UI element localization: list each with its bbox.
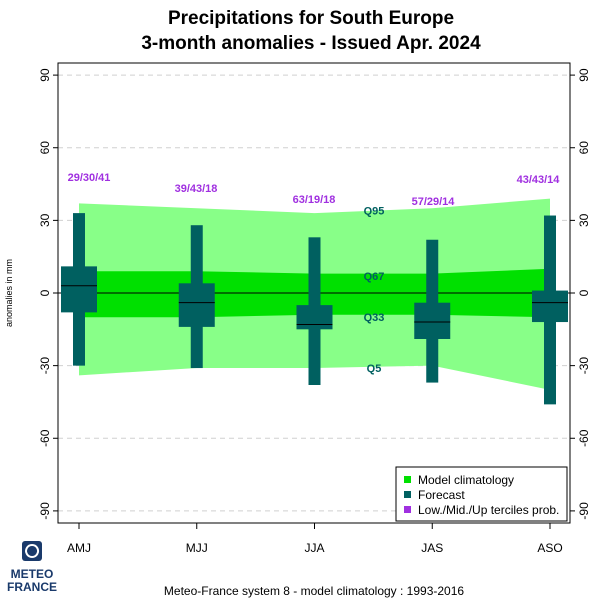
quantile-label-Q5: Q5 xyxy=(367,363,382,375)
x-tick-label-JAS: JAS xyxy=(421,541,443,555)
quantile-label-Q95: Q95 xyxy=(364,206,385,218)
logo-text-meteo: METEO xyxy=(11,567,54,581)
legend-box xyxy=(395,466,568,522)
footer-note: Meteo-France system 8 - model climatolog… xyxy=(164,584,464,598)
y-tick-label-right-30: 30 xyxy=(577,213,591,227)
quantile-label-Q33: Q33 xyxy=(364,312,385,324)
meteo-france-logo: METEO FRANCE xyxy=(7,541,57,594)
logo-text-france: FRANCE xyxy=(7,580,57,594)
y-tick-label-right-60: 60 xyxy=(577,141,591,155)
tercile-label-AMJ: 29/30/41 xyxy=(68,172,111,184)
tercile-label-JAS: 57/29/14 xyxy=(412,196,456,208)
legend-label-climatology: Model climatology xyxy=(418,473,514,487)
chart-title-line-1: Precipitations for South Europe xyxy=(168,8,454,29)
legend-label-terciles: Low./Mid./Up terciles prob. xyxy=(418,503,559,517)
y-tick-label-left-90: 90 xyxy=(38,68,52,82)
legend-swatch-forecast xyxy=(404,491,411,498)
y-tick-label-right-90: 90 xyxy=(577,68,591,82)
y-tick-label-right--60: -60 xyxy=(577,429,591,447)
y-tick-label-left--90: -90 xyxy=(38,502,52,520)
forecast-boxes xyxy=(61,213,568,405)
chart-title-line-2: 3-month anomalies - Issued Apr. 2024 xyxy=(141,33,481,54)
tercile-label-ASO: 43/43/14 xyxy=(517,174,561,186)
x-tick-label-MJJ: MJJ xyxy=(186,541,208,555)
legend-swatch-terciles xyxy=(404,506,411,513)
y-tick-label-left-60: 60 xyxy=(38,141,52,155)
axes: -90 -90 -60 -60 -30 -30 0 0 30 30 60 60 90 90 AMJ MJJ JJ… xyxy=(38,68,591,555)
y-tick-label-left--30: -30 xyxy=(38,357,52,375)
logo-swirl-icon xyxy=(25,544,40,558)
forecast-box-ASO xyxy=(532,290,568,323)
y-tick-label-right--90: -90 xyxy=(577,502,591,520)
y-tick-label-left--60: -60 xyxy=(38,429,52,447)
forecast-box-MJJ xyxy=(178,283,215,327)
y-tick-label-right-0: 0 xyxy=(577,289,591,296)
quantile-label-Q67: Q67 xyxy=(364,271,385,283)
y-tick-label-left-30: 30 xyxy=(38,213,52,227)
annotation-labels: 29/30/41 39/43/18 63/19/18 57/29/14 43/43/14… xyxy=(68,172,561,375)
forecast-box-JJA xyxy=(296,305,333,330)
tercile-label-JJA: 63/19/18 xyxy=(293,194,336,206)
tercile-label-MJJ: 39/43/18 xyxy=(175,183,218,195)
legend-swatch-climatology xyxy=(404,476,411,483)
y-tick-label-left-0: 0 xyxy=(38,289,52,296)
legend-label-forecast: Forecast xyxy=(418,488,465,502)
forecast-box-AMJ xyxy=(61,266,97,313)
x-tick-label-JJA: JJA xyxy=(304,541,324,555)
y-axis-label: anomalies in mm xyxy=(4,259,14,327)
forecast-box-JAS xyxy=(414,302,451,339)
y-tick-label-right--30: -30 xyxy=(577,357,591,375)
x-tick-label-AMJ: AMJ xyxy=(67,541,91,555)
x-tick-label-ASO: ASO xyxy=(537,541,562,555)
legend: Model climatology Forecast Low./Mid./Up … xyxy=(395,466,568,522)
